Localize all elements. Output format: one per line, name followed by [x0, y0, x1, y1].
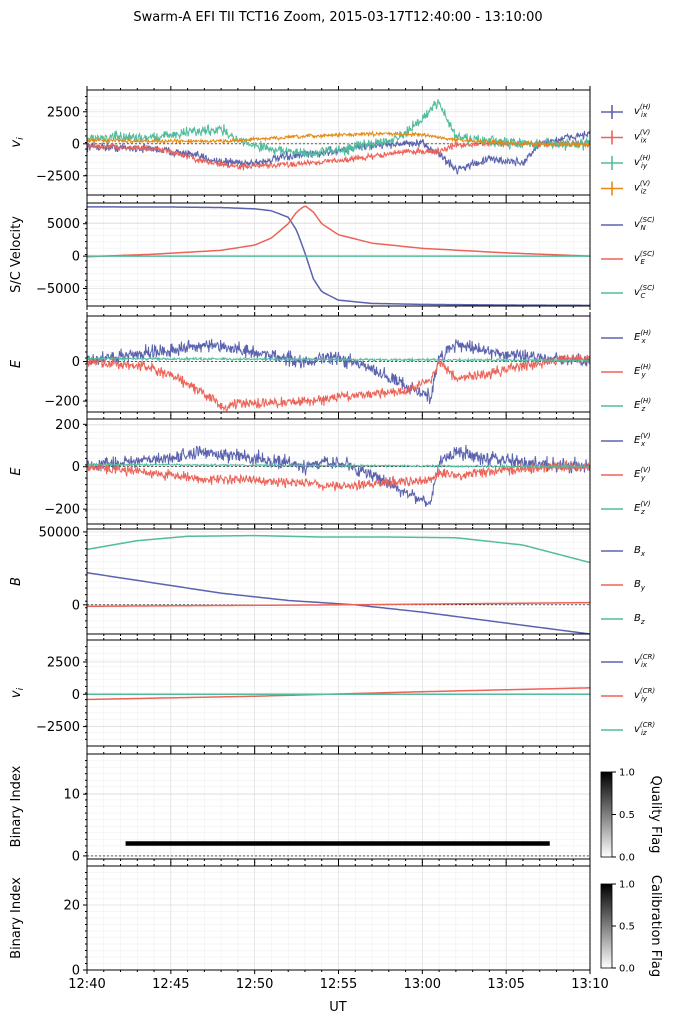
series-line	[87, 444, 590, 507]
colorbar-tick-label: 0.0	[619, 964, 635, 975]
panels: −2500 0 2500 vi v(H) ix v(V) ix v(H) iy v(V) iz −500…	[9, 86, 663, 992]
legend-label: v(CR) iz	[634, 721, 655, 737]
legend-label: v(V) ix	[634, 129, 650, 145]
y-tick-label: −200	[44, 395, 80, 410]
y-axis-label: E	[9, 359, 24, 368]
series-line	[87, 205, 590, 258]
colorbar	[600, 883, 613, 969]
y-tick-label: 0	[72, 250, 80, 265]
legend-label: v(CR) ix	[634, 653, 655, 669]
y-tick-label: 2500	[47, 105, 80, 120]
y-axis-label: vi	[9, 687, 26, 698]
y-axis-label: S/C Velocity	[9, 216, 24, 293]
series-line	[87, 461, 590, 470]
y-tick-label: 0	[72, 964, 80, 979]
y-tick-label: 0	[72, 460, 80, 475]
x-tick-label: 12:45	[152, 977, 189, 992]
legend-label: v(H) iy	[634, 154, 651, 170]
legend-label: Bz	[634, 613, 645, 626]
legend-label: E(V) z	[634, 500, 651, 516]
y-tick-label: −5000	[36, 282, 80, 297]
panel-6: −2500 0 2500 vi v(CR) ix v(CR) iy v(CR) iz	[9, 636, 655, 750]
colorbar-label: Quality Flag	[648, 776, 663, 854]
series-line	[87, 460, 590, 492]
y-axis-label: Binary Index	[9, 765, 24, 847]
series-line	[87, 601, 590, 608]
x-tick-label: 13:05	[487, 977, 524, 992]
panel-5: 0 50000 B Bx By Bz	[9, 525, 646, 638]
colorbar-tick-label: 1.0	[619, 768, 635, 779]
y-tick-label: 20	[63, 899, 80, 914]
y-tick-label: −2500	[36, 720, 80, 735]
panel-2: −5000 0 5000 S/C Velocity v(SC) N v(SC) E v(SC) C	[9, 199, 655, 310]
y-tick-label: 0	[72, 355, 80, 370]
x-axis-label: UT	[329, 1000, 347, 1015]
y-axis-label: B	[9, 577, 24, 586]
y-tick-label: 0	[72, 849, 80, 864]
panel-4: −200 0 200 E E(V) x E(V) y E(V) z	[9, 415, 651, 528]
panel-3: −200 0 E E(H) x E(H) y E(H) z	[9, 312, 651, 416]
colorbar-tick-label: 1.0	[619, 880, 635, 891]
y-tick-label: 2500	[47, 655, 80, 670]
series-line	[87, 338, 590, 404]
panel-7: 0 10 Binary Index 0.0 0.5 1.0 Quality Flag	[9, 750, 663, 864]
colorbar-label: Calibration Flag	[648, 875, 663, 977]
legend-label: E(V) x	[634, 432, 651, 448]
legend-label: v(SC) N	[634, 216, 655, 232]
y-tick-label: 50000	[39, 525, 80, 540]
legend-label: E(H) y	[634, 363, 651, 379]
y-axis-label: E	[9, 467, 24, 476]
colorbar-tick-label: 0.5	[619, 810, 635, 821]
y-axis-label: vi	[9, 137, 26, 148]
legend-label: By	[634, 579, 646, 592]
series-line	[87, 572, 590, 634]
legend-label: E(V) y	[634, 466, 651, 482]
legend-label: v(SC) C	[634, 284, 655, 300]
series-line	[87, 354, 590, 412]
y-tick-label: 10	[63, 788, 80, 803]
colorbar-tick-label: 0.5	[619, 922, 635, 933]
y-tick-label: 0	[72, 137, 80, 152]
x-tick-label: 12:50	[236, 977, 273, 992]
colorbar-tick-label: 0.0	[619, 853, 635, 864]
panel-8: 0 20 12:40 12:45 12:50 12:55 13:00 13:05 13:10 Bi…	[9, 862, 663, 992]
legend: Bx By Bz	[601, 545, 646, 626]
series-line	[87, 99, 590, 159]
series-line	[87, 130, 590, 149]
x-tick-label: 13:00	[404, 977, 441, 992]
x-tick-label: 12:55	[320, 977, 357, 992]
series-line	[87, 206, 590, 306]
legend: v(CR) ix v(CR) iy v(CR) iz	[601, 653, 655, 737]
y-axis-label: Binary Index	[9, 877, 24, 959]
legend-label: E(H) x	[634, 329, 651, 345]
y-tick-label: 0	[72, 598, 80, 613]
x-tick-label: 12:40	[68, 977, 105, 992]
panel-1: −2500 0 2500 vi v(H) ix v(V) ix v(H) iy v(V) iz	[9, 86, 651, 199]
legend-label: Bx	[634, 545, 646, 558]
legend-label: E(H) z	[634, 397, 651, 413]
legend-label: v(V) iz	[634, 180, 650, 196]
y-tick-label: 0	[72, 688, 80, 703]
colorbar	[600, 771, 613, 858]
series-line	[87, 355, 590, 364]
legend: v(SC) N v(SC) E v(SC) C	[601, 216, 655, 300]
y-tick-label: −200	[44, 503, 80, 518]
figure-title: Swarm-A EFI TII TCT16 Zoom, 2015-03-17T1…	[133, 10, 542, 25]
legend: E(V) x E(V) y E(V) z	[601, 432, 651, 516]
series-line	[87, 534, 590, 564]
legend-label: v(CR) iy	[634, 687, 655, 703]
legend-label: v(H) ix	[634, 103, 651, 119]
x-tick-label: 13:10	[571, 977, 608, 992]
y-tick-label: 200	[55, 418, 80, 433]
y-tick-label: −2500	[36, 169, 80, 184]
legend: E(H) x E(H) y E(H) z	[601, 329, 651, 413]
y-tick-label: 5000	[47, 217, 80, 232]
legend: v(H) ix v(V) ix v(H) iy v(V) iz	[601, 103, 651, 196]
legend-label: v(SC) E	[634, 250, 655, 266]
